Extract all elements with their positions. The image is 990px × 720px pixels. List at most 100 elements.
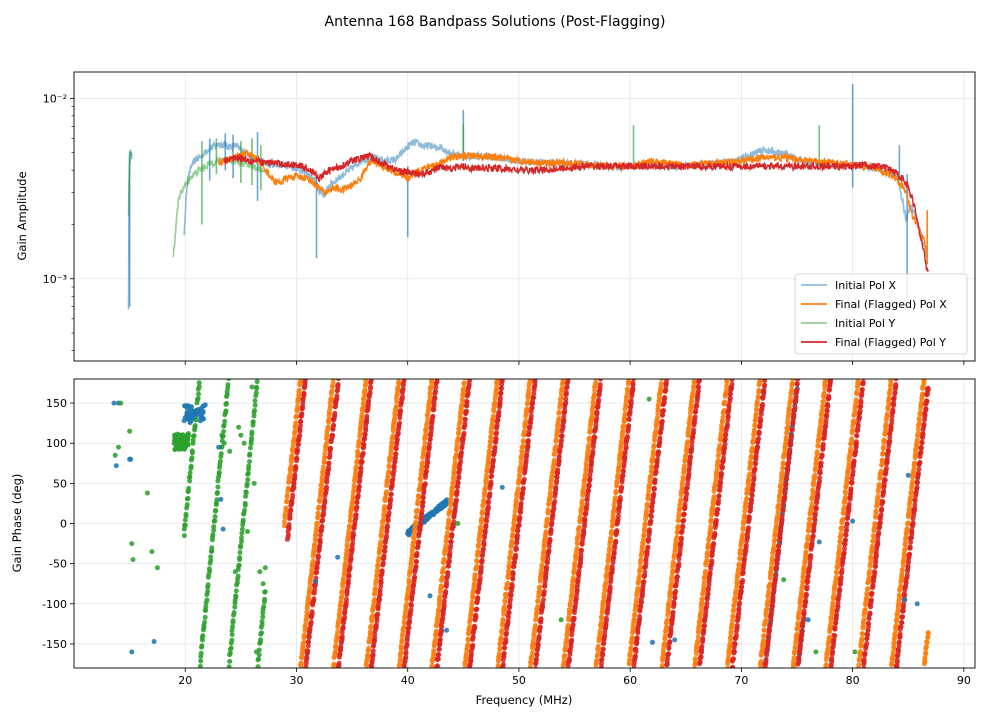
phase-point: [461, 430, 467, 436]
phase-point: [330, 380, 336, 386]
phase-point: [839, 525, 845, 531]
amp-line-3: [223, 151, 929, 272]
phase-point: [291, 435, 297, 441]
phase-point: [810, 489, 816, 495]
phase-point: [546, 548, 552, 554]
phase-point: [506, 614, 511, 620]
phase-point: [584, 501, 590, 507]
phase-point: [563, 396, 569, 402]
phase-point: [627, 652, 633, 658]
phase-point: [638, 564, 644, 570]
phase-point: [629, 635, 635, 641]
phase-point: [650, 449, 656, 455]
phase-point: [595, 652, 601, 658]
phase-point: [282, 519, 287, 525]
phase-point: [720, 419, 726, 424]
phase-point: [384, 523, 390, 529]
phase-point: [624, 395, 630, 400]
phase-point: [698, 654, 704, 660]
phase-point: [202, 614, 208, 620]
phase-point: [331, 422, 337, 428]
phase-point: [624, 433, 630, 439]
phase-point: [849, 436, 855, 442]
phase-point: [536, 633, 542, 639]
phase-point: [551, 457, 557, 463]
phase-point: [601, 599, 607, 605]
phase-point: [251, 413, 257, 419]
phase-point: [439, 624, 445, 630]
phase-point: [737, 600, 743, 606]
phase-point: [205, 582, 211, 588]
phase-point: [730, 656, 736, 662]
phase-point: [838, 530, 844, 536]
phase-point: [579, 547, 584, 553]
phase-point: [622, 415, 628, 421]
phase-point: [252, 402, 258, 408]
phase-point: [769, 555, 775, 561]
phase-point: [413, 514, 419, 520]
phase-point: [285, 486, 291, 492]
phase-point: [373, 578, 379, 583]
phase-point: [490, 457, 496, 463]
phase-point: [380, 562, 386, 567]
phase-point: [210, 532, 216, 537]
phase-point: [634, 636, 640, 642]
phase-point: [351, 485, 357, 491]
phase-point: [255, 656, 261, 662]
phase-point: [827, 634, 833, 640]
phase-point: [302, 624, 308, 630]
phase-point: [726, 404, 732, 410]
phase-point: [474, 606, 480, 612]
phase-point: [395, 386, 401, 392]
phase-point: [301, 639, 307, 645]
phase-point: [302, 633, 308, 639]
phase-point: [392, 412, 398, 418]
phase-point: [235, 573, 241, 579]
phase-point: [875, 493, 881, 499]
phase-point: [377, 549, 382, 555]
phase-point: [498, 390, 504, 396]
phase-point: [293, 420, 299, 426]
phase-point: [287, 471, 293, 477]
phase-point: [544, 564, 549, 570]
phase-point: [309, 609, 315, 615]
phase-point: [477, 575, 483, 581]
phase-point: [642, 521, 648, 527]
phase-point: [434, 622, 440, 628]
phase-point: [521, 476, 527, 482]
phase-point: [603, 615, 609, 621]
phase-point: [702, 623, 708, 629]
phase-point: [215, 484, 221, 490]
phase-point: [525, 400, 530, 406]
phase-point: [383, 497, 389, 503]
phase-point: [918, 411, 924, 417]
phase-point: [412, 574, 418, 580]
phase-point: [315, 510, 321, 516]
phase-point: [296, 396, 302, 402]
phase-point: [780, 460, 786, 466]
phase-point: [294, 414, 299, 420]
phase-point: [388, 496, 394, 502]
phase-point: [485, 461, 491, 467]
phase-point: [375, 563, 381, 568]
phase-point: [662, 394, 668, 400]
phase-point: [858, 648, 863, 654]
phase-point: [356, 438, 362, 444]
phase-point: [437, 637, 443, 642]
phase-point: [916, 417, 922, 423]
phase-point: [472, 572, 478, 578]
phase-point: [880, 451, 886, 457]
phase-point: [648, 518, 654, 524]
phase-point: [488, 479, 494, 485]
phase-point: [586, 482, 592, 488]
phase-point: [482, 491, 488, 496]
phase-point: [358, 465, 364, 471]
phase-point: [659, 662, 665, 668]
phase-point: [458, 415, 464, 421]
phase-point: [360, 450, 366, 456]
phase-point: [540, 558, 546, 564]
phase-point: [674, 530, 680, 535]
phase-point: [902, 547, 908, 553]
phase-point: [513, 552, 519, 558]
phase-point: [462, 416, 468, 422]
